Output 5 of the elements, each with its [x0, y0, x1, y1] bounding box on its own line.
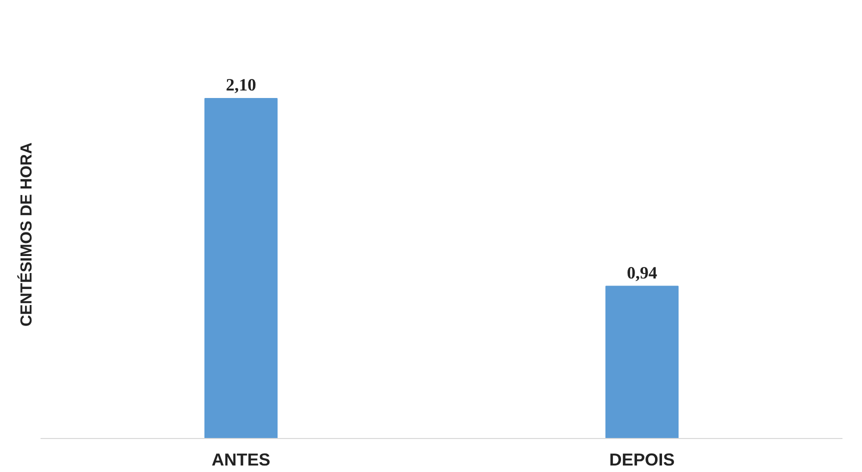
data-label: 2,10: [226, 76, 256, 94]
data-label: 0,94: [626, 263, 658, 282]
x-tick-label: ANTES: [212, 450, 270, 470]
x-tick-label: DEPOIS: [609, 450, 675, 470]
y-axis-title: CENTÉSIMOS DE HORA: [16, 142, 36, 327]
